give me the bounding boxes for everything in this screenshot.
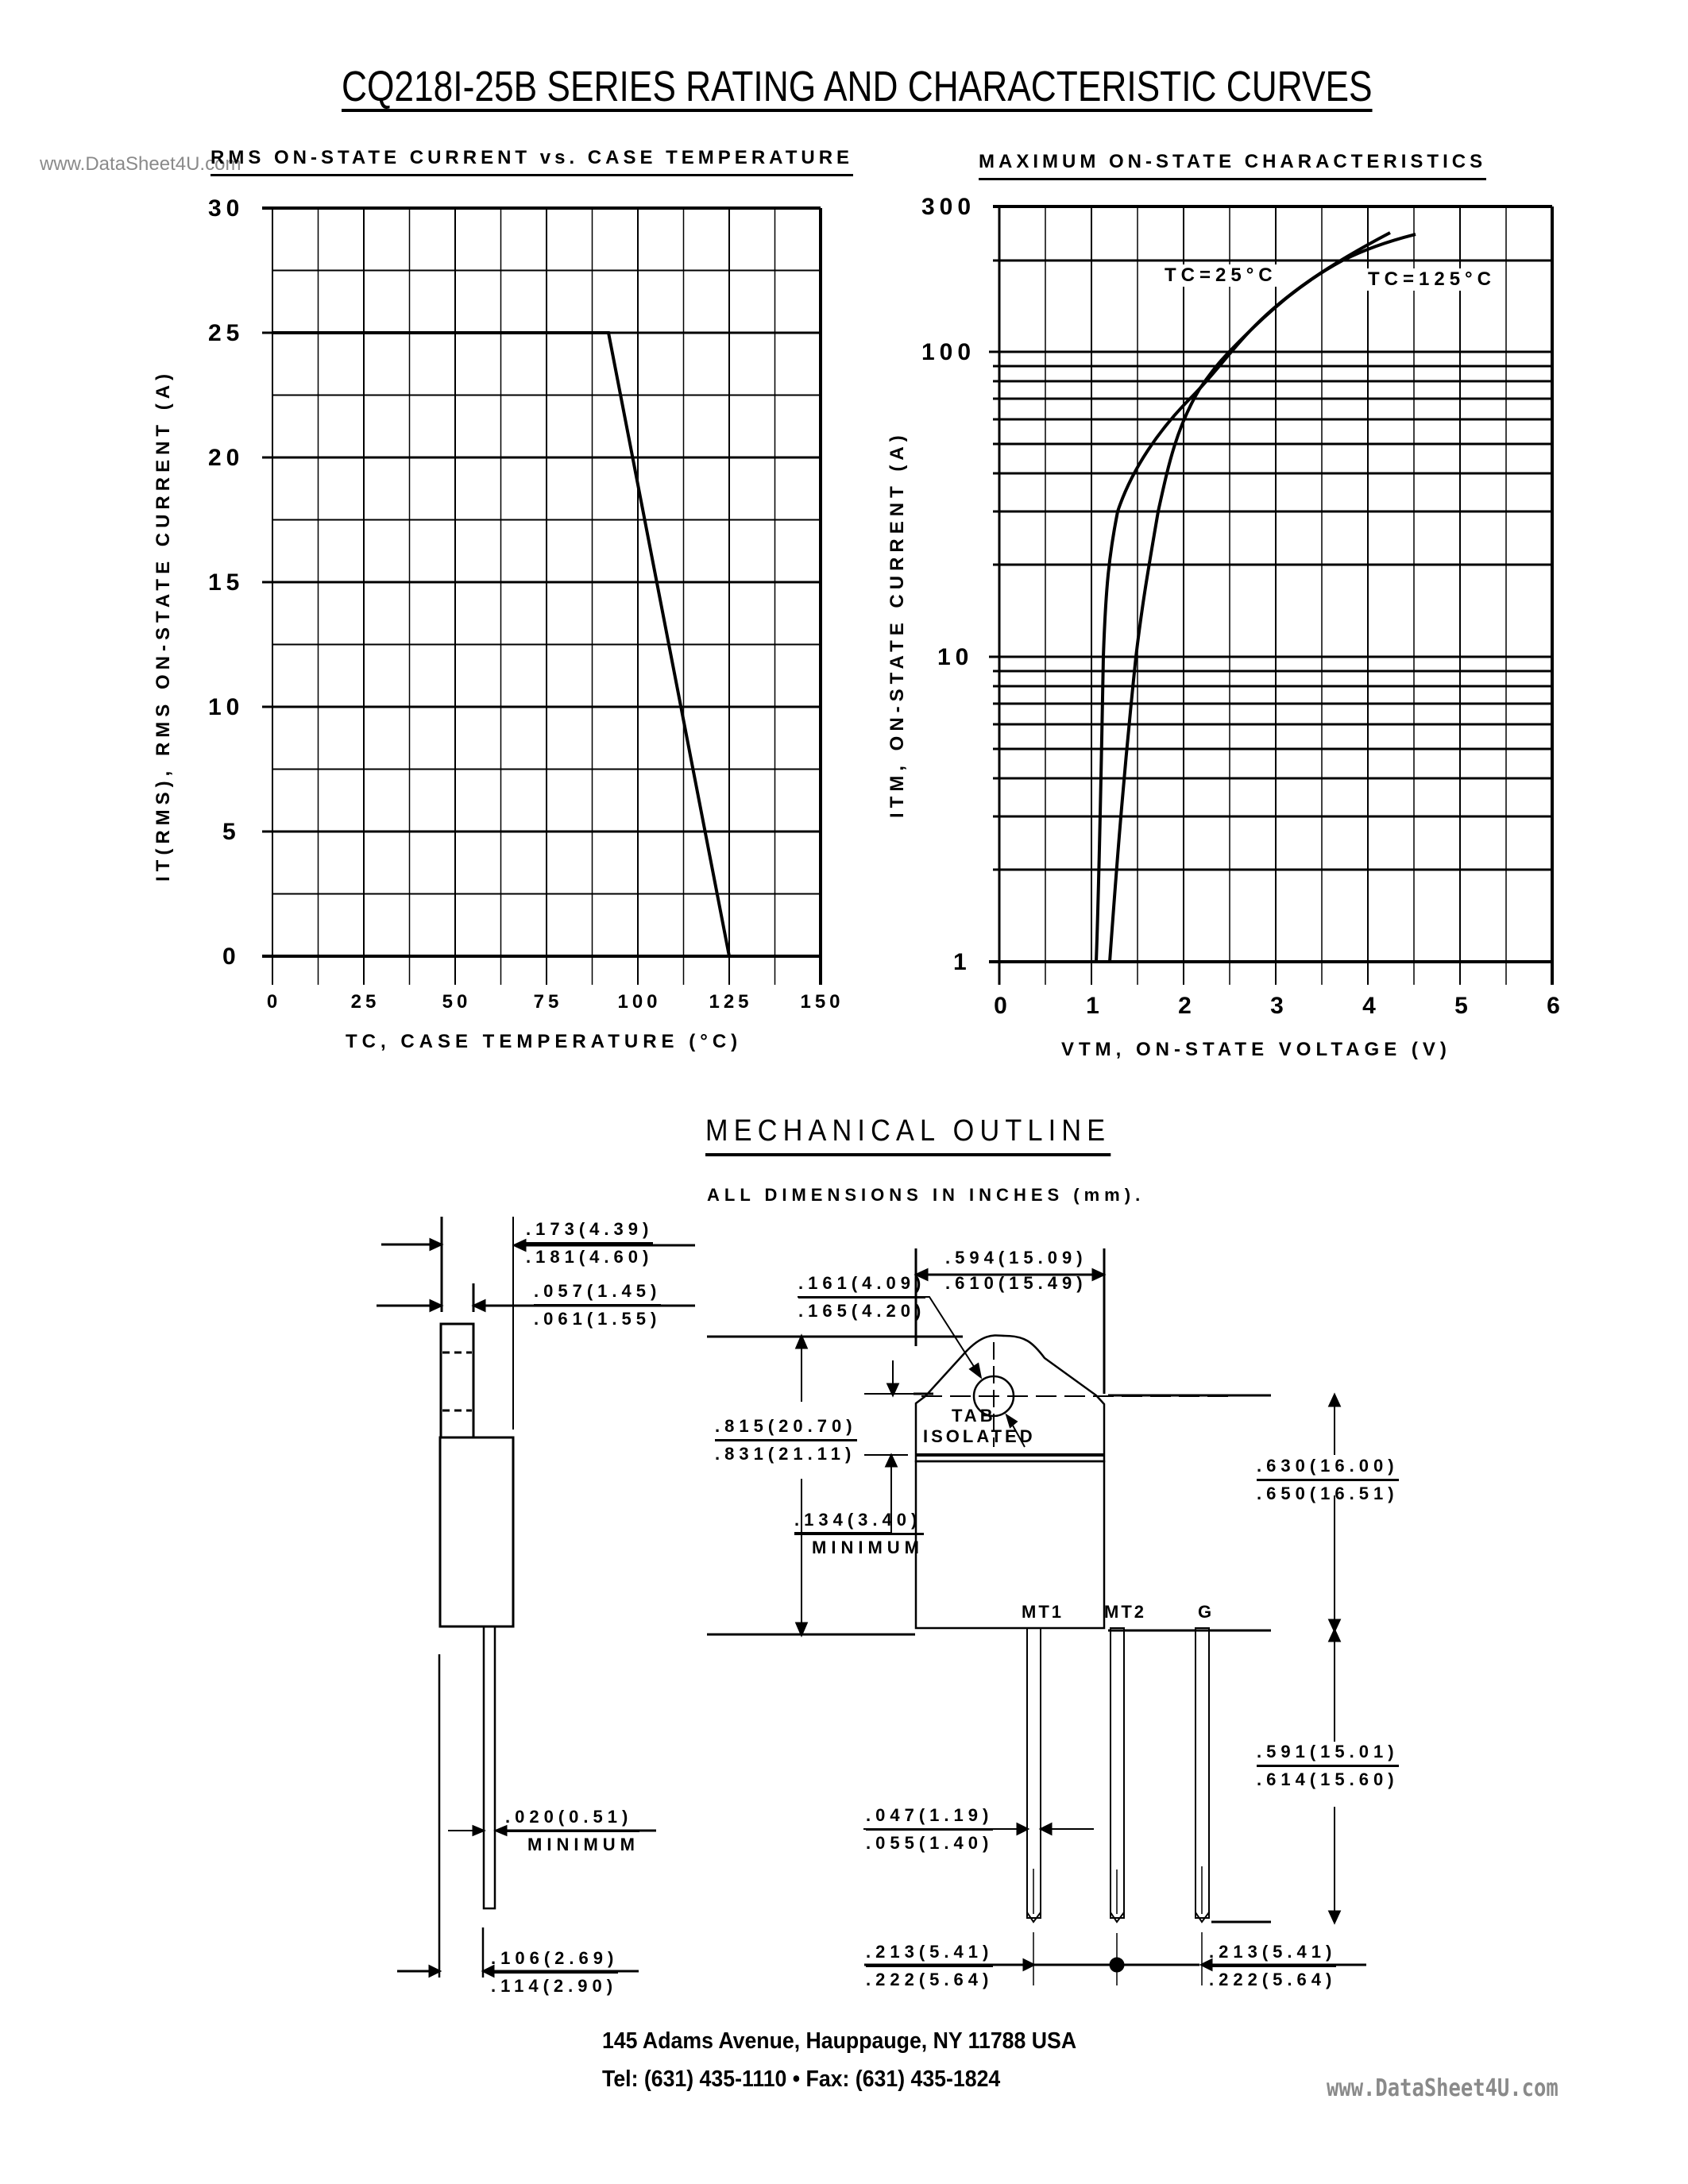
- left-xtick-50: 50: [442, 991, 472, 1013]
- left-ytick-25: 25: [208, 320, 245, 346]
- left-xtick-150: 150: [800, 991, 844, 1013]
- front-view-drawing: [707, 1248, 1366, 1985]
- footer-contact: Tel: (631) 435-1110 • Fax: (631) 435-182…: [602, 2066, 1001, 2092]
- left-ytick-10: 10: [208, 694, 245, 720]
- page-title: CQ218I-25B SERIES RATING AND CHARACTERIS…: [342, 63, 1373, 110]
- left-y-axis-label: IT(RMS), RMS ON-STATE CURRENT (A): [153, 369, 174, 882]
- dim-815: .815(20.70) .831(21.11): [715, 1414, 857, 1467]
- dim-047: .047(1.19) .055(1.40): [866, 1803, 994, 1856]
- legend-tc-25: TC=25°C: [1161, 264, 1280, 287]
- pin-label-g: G: [1198, 1602, 1215, 1622]
- legend-tc-125: TC=125°C: [1365, 268, 1499, 291]
- right-ytick-300: 300: [921, 194, 976, 220]
- right-xtick-2: 2: [1178, 993, 1196, 1019]
- right-x-axis-label: VTM, ON-STATE VOLTAGE (V): [1061, 1039, 1451, 1060]
- dim-591: .591(15.01) .614(15.60): [1257, 1739, 1399, 1792]
- dim-213-right: .213(5.41) .222(5.64): [1209, 1939, 1337, 1993]
- dimensions-note: ALL DIMENSIONS IN INCHES (mm).: [707, 1185, 1145, 1205]
- right-xtick-0: 0: [994, 993, 1011, 1019]
- dim-594: .594(15.09) .610(15.49): [945, 1248, 1087, 1293]
- watermark-top[interactable]: www.DataSheet4U.com: [40, 153, 241, 175]
- dim-106: .106(2.69) .114(2.90): [491, 1946, 619, 1999]
- right-xtick-1: 1: [1086, 993, 1103, 1019]
- tab-label: TAB ISOLATED: [923, 1406, 1036, 1446]
- left-xtick-75: 75: [533, 991, 563, 1013]
- left-xtick-100: 100: [617, 991, 662, 1013]
- left-ytick-20: 20: [208, 445, 245, 471]
- footer-address: 145 Adams Avenue, Hauppauge, NY 11788 US…: [602, 2028, 1077, 2054]
- right-chart-grid: [989, 205, 1554, 985]
- dim-020: .020(0.51) MINIMUM: [505, 1804, 639, 1858]
- right-xtick-5: 5: [1454, 993, 1472, 1019]
- right-xtick-3: 3: [1270, 993, 1288, 1019]
- mechanical-outline-title: MECHANICAL OUTLINE: [705, 1114, 1111, 1156]
- dim-213-left: .213(5.41) .222(5.64): [866, 1939, 994, 1993]
- pin-label-mt1: MT1: [1022, 1602, 1064, 1622]
- watermark-bottom[interactable]: www.DataSheet4U.com: [1327, 2074, 1559, 2102]
- left-xtick-25: 25: [350, 991, 380, 1013]
- left-ytick-5: 5: [222, 819, 241, 845]
- left-ytick-15: 15: [208, 569, 245, 596]
- right-ytick-10: 10: [937, 644, 974, 670]
- left-ytick-30: 30: [208, 195, 245, 222]
- left-chart-grid: [262, 206, 822, 985]
- curve-tc-125: [1108, 233, 1416, 963]
- left-x-axis-label: TC, CASE TEMPERATURE (°C): [346, 1031, 743, 1052]
- left-chart-title: RMS ON-STATE CURRENT vs. CASE TEMPERATUR…: [211, 147, 854, 176]
- left-xtick-125: 125: [709, 991, 753, 1013]
- left-xtick-0: 0: [266, 991, 282, 1013]
- dim-161: .161(4.09) .165(4.20): [798, 1271, 926, 1324]
- right-ytick-1: 1: [953, 949, 971, 975]
- right-xtick-4: 4: [1362, 993, 1380, 1019]
- right-y-axis-label: ITM, ON-STATE CURRENT (A): [886, 430, 908, 818]
- curve-tc-25: [1095, 231, 1391, 963]
- dim-057: .057(1.45) .061(1.55): [534, 1279, 662, 1332]
- pin-label-mt2: MT2: [1104, 1602, 1146, 1622]
- right-ytick-100: 100: [921, 339, 976, 365]
- dim-630: .630(16.00) .650(16.51): [1257, 1453, 1399, 1507]
- dim-173: .173(4.39) .181(4.60): [526, 1217, 654, 1270]
- dim-134: .134(3.40) MINIMUM: [794, 1507, 924, 1561]
- left-chart-derating-curve: [272, 331, 731, 957]
- left-ytick-0: 0: [222, 943, 241, 970]
- right-chart-title: MAXIMUM ON-STATE CHARACTERISTICS: [979, 151, 1487, 180]
- right-xtick-6: 6: [1547, 993, 1564, 1019]
